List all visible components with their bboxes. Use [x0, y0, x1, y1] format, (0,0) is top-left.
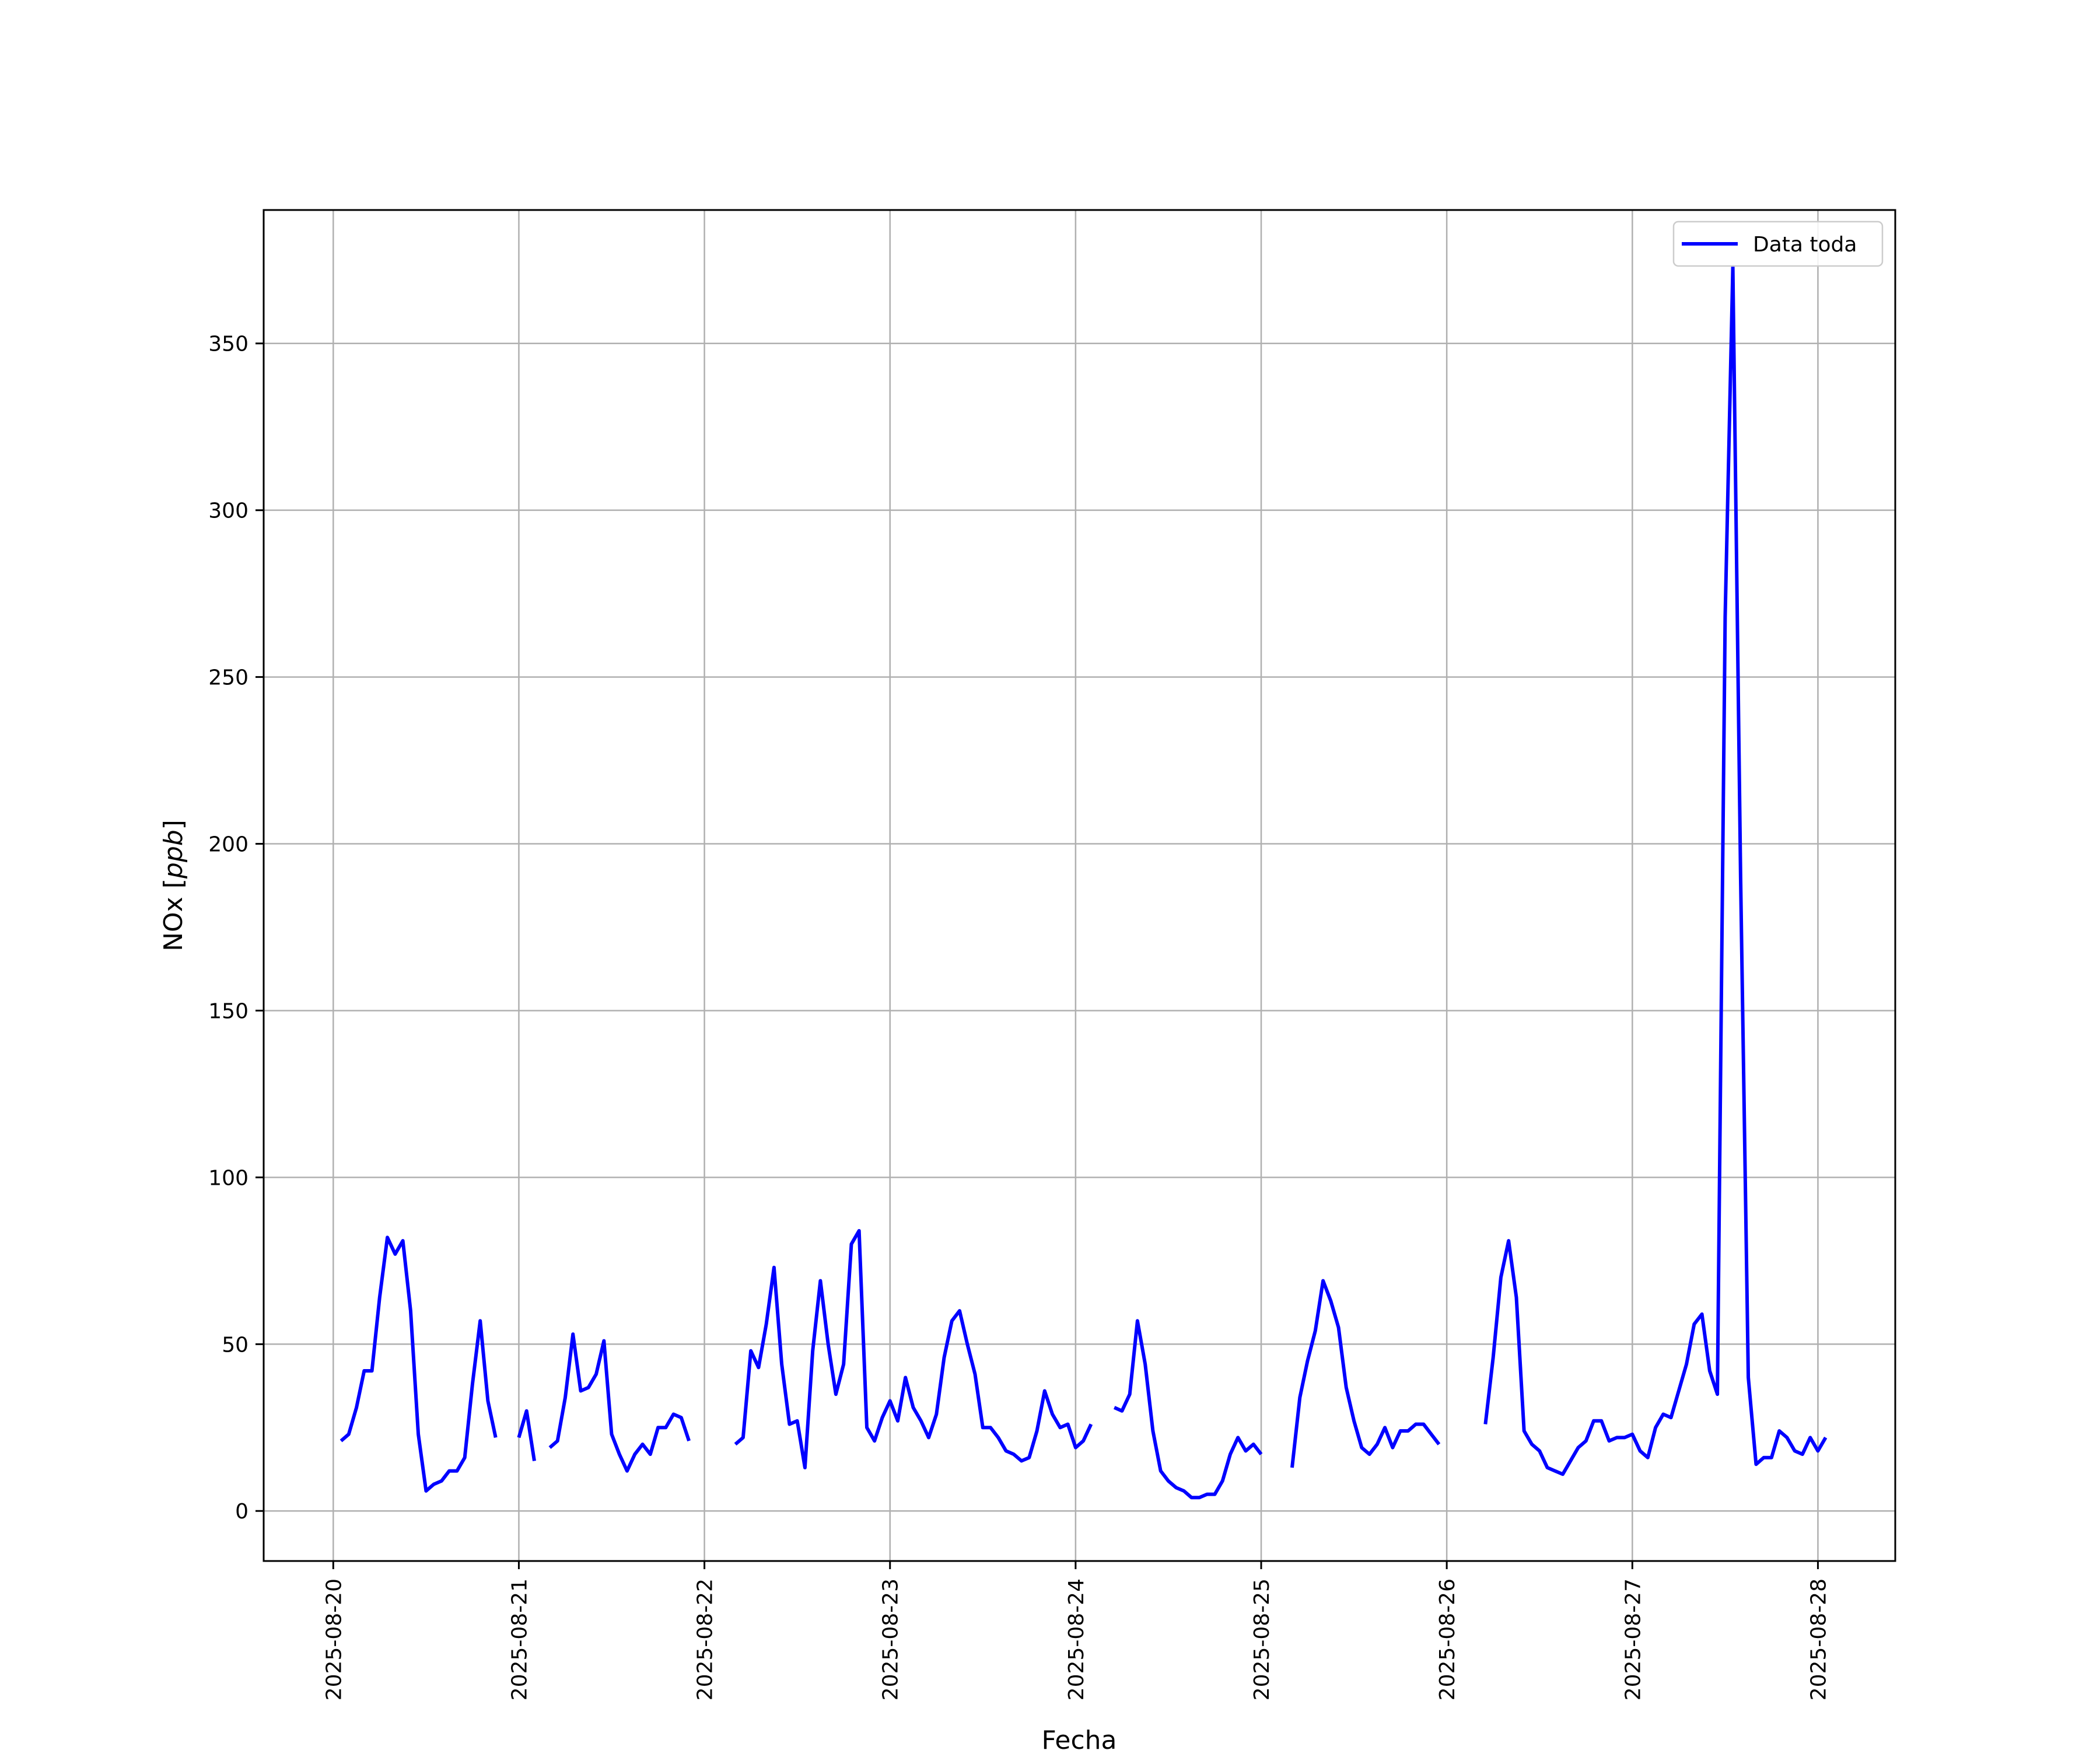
- y-axis-label-close: ]: [159, 820, 188, 830]
- x-tick-label: 2025-08-26: [1436, 1578, 1460, 1700]
- series-line-segment: [340, 1236, 498, 1493]
- series-line-segment: [548, 1332, 691, 1473]
- series-line-segment: [1483, 265, 1828, 1476]
- x-tick-label: 2025-08-28: [1807, 1578, 1831, 1700]
- x-tick-label: 2025-08-25: [1250, 1578, 1274, 1700]
- legend-box: [1672, 220, 1884, 267]
- legend-entry-label: Data toda: [1753, 233, 1857, 257]
- x-tick-label: 2025-08-21: [508, 1578, 531, 1700]
- grid-lines: [264, 210, 1895, 1561]
- y-tick-label: 300: [208, 499, 249, 523]
- y-axis-label-unit: ppb: [159, 830, 188, 879]
- y-tick-label: 0: [235, 1500, 249, 1524]
- x-tick-label: 2025-08-22: [694, 1578, 718, 1700]
- y-tick-label: 200: [208, 833, 249, 857]
- y-tick-label: 100: [208, 1166, 249, 1190]
- series-line-segment: [734, 1228, 1093, 1469]
- y-axis-label: NOx [ppb]: [159, 820, 188, 951]
- series-line-segment: [1113, 1319, 1263, 1500]
- series-layer: [340, 265, 1828, 1500]
- x-axis-label: Fecha: [1041, 1726, 1116, 1750]
- y-tick-label: 350: [208, 332, 249, 356]
- plot-frame: [262, 209, 1896, 1562]
- y-axis-label-main: NOx [: [159, 878, 188, 951]
- x-tick-label: 2025-08-23: [879, 1578, 903, 1700]
- y-tick-label: 250: [208, 666, 249, 690]
- axis-ticks: 2025-08-20 2025-08-21 2025-08-22 2025-08-23…: [208, 332, 1831, 1700]
- x-tick-label: 2025-08-24: [1065, 1578, 1088, 1700]
- x-tick-label: 2025-08-27: [1621, 1578, 1645, 1700]
- y-tick-label: 150: [208, 999, 249, 1023]
- series-line-segment: [1290, 1279, 1441, 1468]
- legend: Data toda: [1672, 220, 1884, 267]
- x-tick-label: 2025-08-20: [322, 1578, 346, 1700]
- y-tick-label: 50: [222, 1333, 249, 1357]
- series-line-segment: [517, 1409, 536, 1461]
